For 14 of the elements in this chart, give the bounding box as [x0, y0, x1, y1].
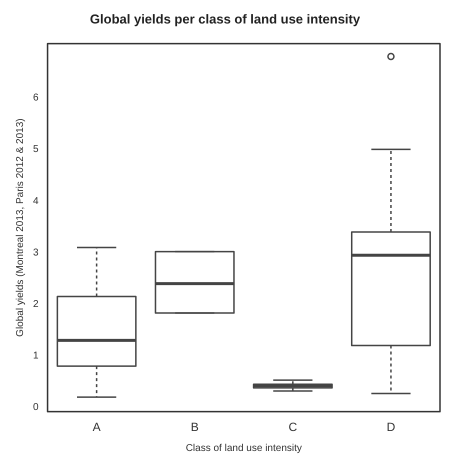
x-tick-label: C	[288, 420, 298, 434]
y-tick-label: 1	[33, 350, 39, 362]
y-tick-label: 6	[33, 92, 39, 104]
y-tick-label: 5	[33, 144, 39, 156]
x-tick-label: A	[92, 420, 101, 434]
x-axis-title: Class of land use intensity	[186, 442, 302, 454]
x-tick-label: D	[386, 420, 396, 434]
y-axis-title: Global yields (Montreal 2013, Paris 2012 & 2013)	[14, 118, 26, 337]
y-tick-label: 0	[33, 402, 39, 414]
y-tick-label: 4	[33, 196, 39, 207]
x-tick-label: B	[190, 420, 199, 434]
y-tick-label: 2	[33, 298, 39, 310]
chart-title: Global yields per class of land use intensity	[90, 11, 361, 26]
y-tick-label: 3	[33, 247, 39, 258]
